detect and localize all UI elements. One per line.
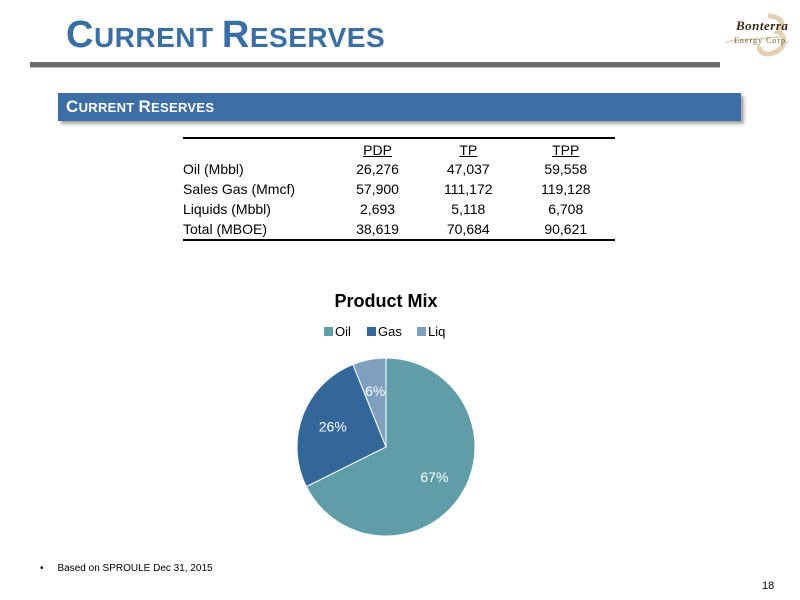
bonterra-logo-icon — [725, 13, 787, 57]
page-number: 18 — [762, 580, 775, 592]
pie-slices — [296, 357, 476, 537]
legend-swatch-gas — [367, 327, 376, 336]
pie-slice-oil — [305, 357, 476, 537]
cell-tpp: 59,558 — [544, 161, 588, 177]
table-row: Liquids (Mbbl) 2,693 5,118 6,708 — [183, 199, 615, 219]
legend-swatch-oil — [324, 327, 333, 336]
section-banner: CURRENT RESERVES — [58, 93, 741, 121]
footnote: • Based on SPROULE Dec 31, 2015 — [40, 563, 213, 574]
pie-label-liq: 6% — [365, 383, 385, 399]
table-row: Oil (Mbbl) 26,276 47,037 59,558 — [183, 159, 615, 179]
section-banner-title: CURRENT RESERVES — [66, 97, 215, 116]
reserves-table: PDP TP TPP Oil (Mbbl) 26,276 47,037 59,5… — [183, 137, 615, 241]
cell-tpp: 119,128 — [540, 181, 591, 197]
pie-label-gas: 26% — [319, 419, 347, 435]
legend-label-liq: Liq — [428, 324, 445, 339]
cell-pdp: 38,619 — [356, 221, 399, 237]
table-header-row: PDP TP TPP — [183, 138, 615, 159]
table-header-tpp: TPP — [552, 142, 580, 158]
legend-label-gas: Gas — [378, 324, 402, 339]
logo-subtitle: Energy Corp. — [734, 36, 789, 45]
table-header-pdp: PDP — [363, 142, 392, 158]
cell-pdp: 2,693 — [360, 201, 396, 217]
row-label: Liquids (Mbbl) — [183, 201, 271, 217]
footnote-text: Based on SPROULE Dec 31, 2015 — [57, 563, 213, 574]
pie-slice-gas — [296, 363, 387, 488]
table-header-tp: TP — [459, 142, 478, 158]
legend-swatch-liq — [417, 327, 426, 336]
pie-slice-liq — [352, 357, 387, 448]
table-row: Sales Gas (Mmcf) 57,900 111,172 119,128 — [183, 179, 615, 199]
cell-pdp: 57,900 — [356, 181, 399, 197]
cell-tp: 70,684 — [446, 221, 490, 237]
chart-title: Product Mix — [334, 291, 437, 311]
cell-pdp: 26,276 — [356, 161, 399, 177]
title-underline-shadow — [30, 67, 720, 68]
cell-tp: 47,037 — [446, 161, 490, 177]
legend-label-oil: Oil — [335, 324, 351, 339]
slide-title: CURRENT RESERVES — [66, 14, 386, 56]
logo-name: Bonterra — [736, 18, 789, 33]
cell-tpp: 6,708 — [548, 201, 584, 217]
title-underline — [30, 62, 720, 67]
chart-legend: Oil Gas Liq — [324, 324, 445, 339]
cell-tpp: 90,621 — [544, 221, 588, 237]
cell-tp: 5,118 — [451, 201, 486, 217]
row-label: Total (MBOE) — [183, 221, 268, 237]
pie-label-oil: 67% — [420, 469, 448, 485]
row-label: Sales Gas (Mmcf) — [183, 181, 296, 197]
table-row-total: Total (MBOE) 38,619 70,684 90,621 — [183, 219, 615, 240]
pie-slice-labels: 67% 26% 6% — [319, 383, 449, 485]
cell-tp: 111,172 — [444, 181, 493, 197]
row-label: Oil (Mbbl) — [183, 161, 244, 177]
bullet-icon: • — [40, 563, 44, 574]
